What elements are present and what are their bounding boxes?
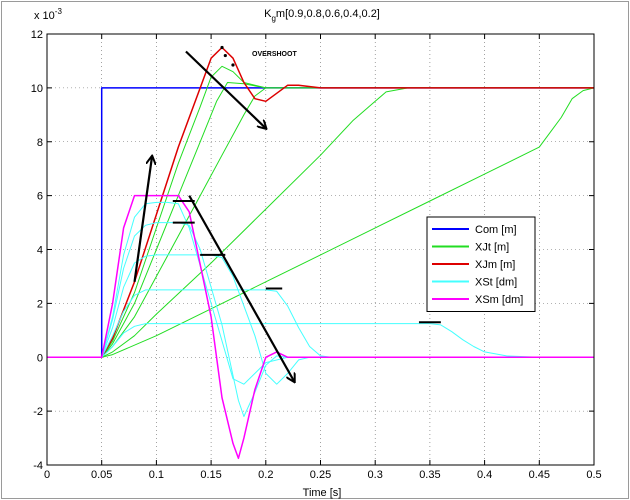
overshoot-dot xyxy=(231,63,235,67)
y-tick-label: 2 xyxy=(37,298,43,310)
x-tick-label: 0.2 xyxy=(258,469,273,481)
x-tick-label: 0.05 xyxy=(91,469,112,481)
y-tick-label: -4 xyxy=(33,460,43,472)
legend-label: XSm [dm] xyxy=(475,294,523,306)
x-tick-label: 0 xyxy=(44,469,50,481)
x-tick-label: 0.45 xyxy=(529,469,550,481)
y-tick-label: 12 xyxy=(31,29,43,41)
x-axis-label: Time [s] xyxy=(303,487,342,499)
x-tick-label: 0.3 xyxy=(368,469,383,481)
x-tick-label: 0.15 xyxy=(200,469,221,481)
y-tick-label: 10 xyxy=(31,83,43,95)
series-line xyxy=(47,254,594,385)
overshoot-annotation: OVERSHOOT xyxy=(252,51,297,58)
y-tick-label: 8 xyxy=(37,137,43,149)
x-tick-label: 0.25 xyxy=(310,469,331,481)
x-tick-label: 0.5 xyxy=(586,469,601,481)
series-line xyxy=(47,82,594,358)
legend-label: Com [m] xyxy=(475,224,517,236)
y-tick-label: -2 xyxy=(33,406,43,418)
overshoot-dot xyxy=(220,45,224,50)
series-line xyxy=(47,323,594,358)
y-tick-label: 4 xyxy=(37,245,43,257)
series-line xyxy=(47,289,594,358)
series-line xyxy=(47,87,594,358)
x-tick-label: 0.4 xyxy=(477,469,492,481)
overshoot-dot xyxy=(223,53,227,58)
y-tick-label: 6 xyxy=(37,191,43,203)
legend-label: XJm [m] xyxy=(475,259,515,271)
x-tick-label: 0.1 xyxy=(149,469,164,481)
x-tick-label: 0.35 xyxy=(419,469,440,481)
y-axis-exponent: x 10-3 xyxy=(34,7,62,22)
series-line xyxy=(47,87,595,358)
annotation-arrow xyxy=(133,157,153,282)
legend-label: XJt [m] xyxy=(475,242,509,254)
plot-frame xyxy=(46,33,595,466)
y-tick-label: 0 xyxy=(37,352,43,364)
annotation-arrow xyxy=(188,195,294,382)
series-line xyxy=(47,201,594,385)
series-line xyxy=(47,194,594,460)
chart-title: Kgm[0.9,0.8,0.6,0.4,0.2] xyxy=(264,8,380,23)
annotation-arrow xyxy=(185,50,266,129)
series-line xyxy=(47,46,594,359)
legend-label: XSt [dm] xyxy=(475,277,517,289)
